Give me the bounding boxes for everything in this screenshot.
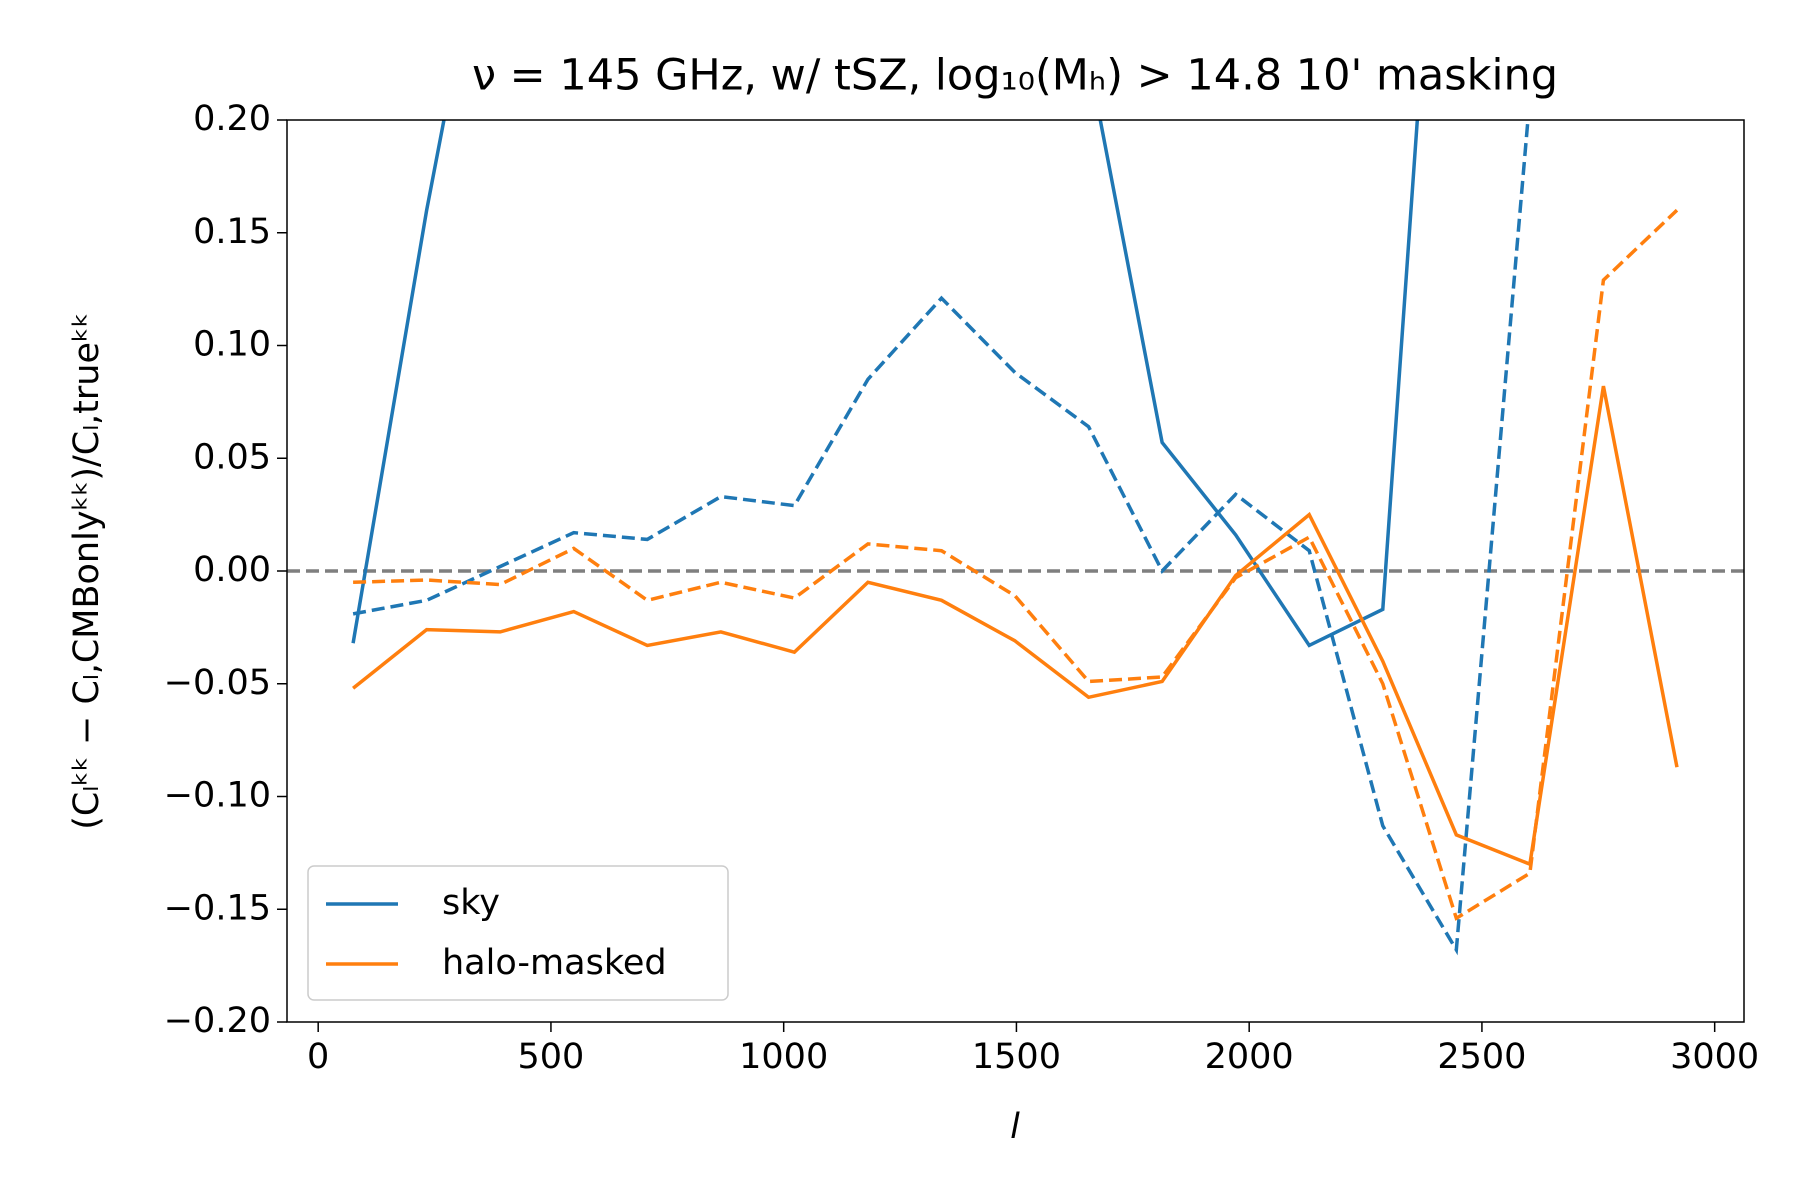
series-line <box>352 120 1530 956</box>
x-tick-label: 500 <box>518 1037 585 1077</box>
legend-label: sky <box>442 883 500 923</box>
y-tick-label: 0.15 <box>193 212 271 252</box>
y-tick-label: 0.10 <box>193 325 271 365</box>
legend-box <box>307 865 729 1001</box>
x-tick-label: 2000 <box>1205 1037 1294 1077</box>
x-axis-label: l <box>1010 1107 1020 1147</box>
x-tick-label: 2500 <box>1437 1037 1526 1077</box>
plot-area <box>287 120 1744 956</box>
x-tick-label: 3000 <box>1670 1037 1759 1077</box>
y-tick-label: −0.10 <box>164 776 271 816</box>
plot-frame <box>286 119 1745 1023</box>
y-tick-label: 0.20 <box>193 99 271 139</box>
y-tick-label: −0.15 <box>164 888 271 928</box>
y-tick-label: −0.05 <box>164 663 271 703</box>
y-tick-label: 0.00 <box>193 550 271 590</box>
y-tick-label: −0.20 <box>164 1001 271 1041</box>
series-line <box>352 385 1679 867</box>
y-tick-label: 0.05 <box>193 437 271 477</box>
y-axis-label: (Cₗᵏᵏ − Cₗ,CMBonlyᵏᵏ)/Cₗ,trueᵏᵏ <box>67 312 107 830</box>
legend-label: halo-masked <box>442 943 667 983</box>
x-tick-label: 1000 <box>739 1037 828 1077</box>
series-line <box>353 208 1679 921</box>
x-tick-label: 1500 <box>972 1037 1061 1077</box>
chart-title: ν = 145 GHz, w/ tSZ, log₁₀(Mₕ) > 14.8 10… <box>472 51 1558 101</box>
x-tick-label: 0 <box>307 1037 329 1077</box>
